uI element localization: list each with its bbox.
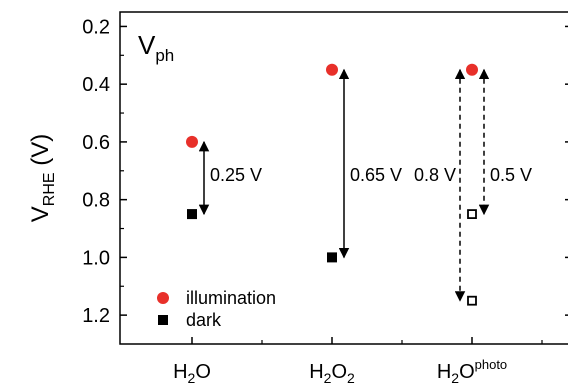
y-tick-label: 0.4 xyxy=(82,74,110,96)
y-axis-label: VRHE (V) xyxy=(27,134,58,222)
data-points xyxy=(157,63,478,325)
point-dark-1 xyxy=(327,252,337,263)
photovoltage-label: 0.5 V xyxy=(490,165,532,185)
y-tick-label: 1.0 xyxy=(82,247,110,269)
point-open-square-2 xyxy=(467,209,477,219)
point-illumination-2 xyxy=(466,63,478,76)
legend-marker-dark xyxy=(158,315,168,325)
point-illumination-1 xyxy=(326,63,338,76)
y-tick-label: 0.6 xyxy=(82,132,110,154)
axis-ticks xyxy=(120,25,568,344)
y-tick-label: 1.2 xyxy=(82,305,110,327)
y-tick-label: 0.2 xyxy=(82,16,110,38)
photovoltage-arrows xyxy=(198,68,490,302)
text-labels: 0.2 0.4 0.6 0.8 1.0 1.2 H2O H2O2 H2Ophoto VRHE (V… xyxy=(27,16,532,386)
x-tick-label: H2Ophoto xyxy=(437,357,507,386)
legend-marker-illumination xyxy=(157,292,169,304)
plot-frame xyxy=(119,11,568,345)
legend-label: dark xyxy=(186,310,222,330)
x-tick-label: H2O xyxy=(173,361,211,386)
legend-label: illumination xyxy=(186,288,276,308)
photovoltage-label: 0.25 V xyxy=(210,165,262,185)
point-open-square-2 xyxy=(467,295,477,306)
y-tick-label: 0.8 xyxy=(82,190,110,212)
photovoltage-label: 0.8 V xyxy=(414,165,456,185)
x-tick-label: H2O2 xyxy=(309,361,355,386)
point-illumination-0 xyxy=(186,135,198,148)
photovoltage-label: 0.65 V xyxy=(350,165,402,185)
point-dark-0 xyxy=(187,209,197,220)
chart-title: Vph xyxy=(138,30,174,65)
